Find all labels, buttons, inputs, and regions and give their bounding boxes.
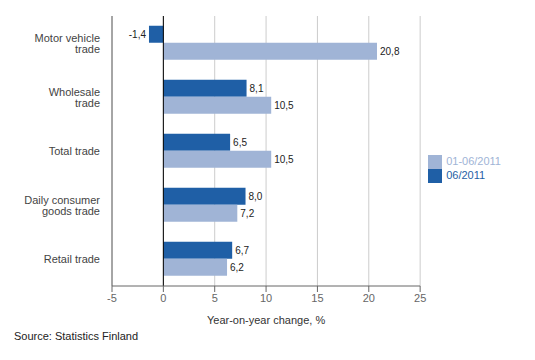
svg-text:10,5: 10,5 bbox=[274, 100, 294, 111]
svg-text:Motor vehicletrade: Motor vehicletrade bbox=[35, 32, 100, 55]
svg-text:8,1: 8,1 bbox=[250, 83, 264, 94]
svg-text:7,2: 7,2 bbox=[240, 208, 254, 219]
svg-text:6,7: 6,7 bbox=[235, 245, 249, 256]
svg-text:20,8: 20,8 bbox=[380, 46, 400, 57]
html-text:01-06/2011: 01-06/2011 bbox=[446, 154, 501, 167]
svg-text:10,5: 10,5 bbox=[274, 154, 294, 165]
svg-text:15: 15 bbox=[311, 292, 323, 304]
svg-text:25: 25 bbox=[414, 292, 426, 304]
svg-text:Retail trade: Retail trade bbox=[44, 253, 100, 265]
html-text:Source: Statistics Finland: Source: Statistics Finland bbox=[14, 330, 139, 342]
html-text:06/2011: 06/2011 bbox=[446, 169, 486, 181]
svg-text:20: 20 bbox=[363, 292, 375, 304]
svg-text:5: 5 bbox=[212, 292, 218, 304]
svg-text:Total trade: Total trade bbox=[49, 145, 100, 157]
svg-text:-1,4: -1,4 bbox=[129, 29, 147, 40]
svg-text:Daily consumergoods trade: Daily consumergoods trade bbox=[24, 194, 100, 217]
svg-text:Wholesaletrade: Wholesaletrade bbox=[49, 86, 100, 109]
svg-text:-5: -5 bbox=[107, 292, 117, 304]
svg-text:8,0: 8,0 bbox=[249, 191, 263, 202]
svg-text:6,5: 6,5 bbox=[233, 137, 247, 148]
svg-text:Year-on-year change, %: Year-on-year change, % bbox=[207, 314, 325, 326]
svg-text:6,2: 6,2 bbox=[230, 262, 244, 273]
svg-text:10: 10 bbox=[260, 292, 272, 304]
svg-text:0: 0 bbox=[160, 292, 166, 304]
